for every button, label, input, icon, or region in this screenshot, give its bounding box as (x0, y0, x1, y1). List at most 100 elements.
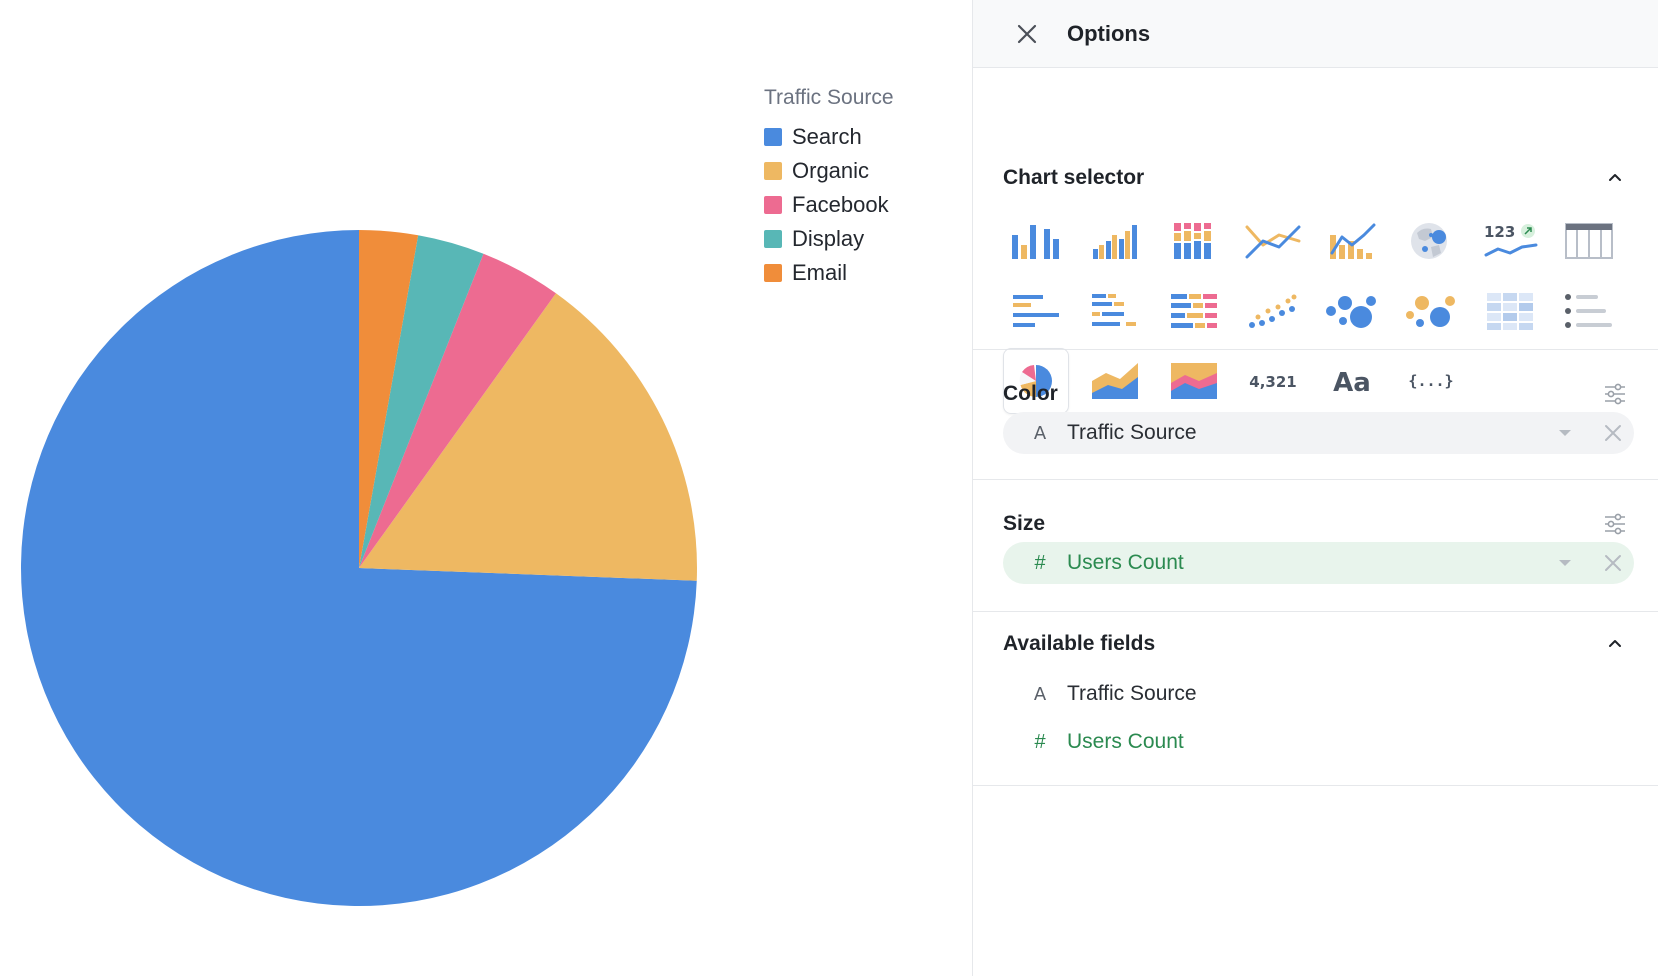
pie-slice-email[interactable] (359, 230, 419, 568)
color-section: Color A Traffic Source (973, 350, 1658, 480)
chart-type-area[interactable] (1082, 348, 1148, 414)
available-field-traffic-source[interactable]: A Traffic Source (1029, 678, 1197, 710)
size-section: Size # Users Count (973, 480, 1658, 612)
chart-type-table[interactable] (1556, 208, 1622, 274)
svg-text:Aa: Aa (1333, 368, 1371, 398)
color-field-dropdown[interactable] (1552, 428, 1578, 438)
color-field-pill[interactable]: A Traffic Source (1003, 412, 1634, 454)
chart-type-list[interactable] (1556, 278, 1622, 344)
chart-type-json[interactable]: {...} (1398, 348, 1464, 414)
combo-chart-icon (1330, 223, 1376, 259)
available-field-label: Users Count (1067, 730, 1184, 753)
available-fields-section: Available fields A Traffic Source # User… (973, 612, 1658, 786)
pie-slice-organic[interactable] (359, 293, 697, 581)
legend-swatch (764, 196, 782, 214)
list-icon (1565, 294, 1612, 328)
chart-type-pie[interactable] (1003, 348, 1069, 414)
color-title: Color (1003, 382, 1058, 405)
legend-title: Traffic Source (764, 86, 894, 109)
table-icon (1565, 223, 1613, 259)
panel-header: Options (973, 0, 1658, 68)
multi-bubble-chart-icon (1406, 296, 1455, 327)
available-field-users-count[interactable]: # Users Count (1029, 726, 1184, 758)
chart-type-stacked-bar[interactable] (1161, 208, 1227, 274)
text-type-icon: A (1033, 422, 1047, 444)
available-fields-title: Available fields (1003, 632, 1156, 655)
chevron-up-icon (1609, 640, 1621, 647)
map-chart-icon (1411, 223, 1447, 259)
chart-type-heatmap[interactable] (1477, 278, 1543, 344)
caret-down-icon (1559, 560, 1571, 566)
color-settings-button[interactable] (1602, 381, 1628, 407)
trend-number-icon: 123 (1484, 223, 1538, 257)
color-field-label: Traffic Source (1067, 421, 1197, 444)
size-field-pill[interactable]: # Users Count (1003, 542, 1634, 584)
chart-type-grouped-horizontal-bar[interactable] (1082, 278, 1148, 344)
chevron-up-icon (1609, 174, 1621, 181)
pie-slice-search[interactable] (21, 230, 697, 907)
heatmap-icon (1487, 293, 1533, 330)
svg-text:{...}: {...} (1408, 372, 1453, 390)
legend-item: Email (764, 256, 894, 290)
chart-type-grouped-bar[interactable] (1082, 208, 1148, 274)
chart-type-trend-number[interactable]: 123 (1477, 208, 1543, 274)
chart-type-scatter[interactable] (1240, 278, 1306, 344)
grouped-bar-chart-icon (1093, 225, 1137, 259)
sliders-icon (1605, 383, 1625, 405)
chart-type-combo[interactable] (1319, 208, 1385, 274)
number-icon: 4,321 (1249, 373, 1296, 391)
legend-item: Organic (764, 154, 894, 188)
pie-slice-facebook[interactable] (359, 253, 556, 569)
size-title: Size (1003, 512, 1046, 535)
text-type-icon: A (1033, 683, 1047, 705)
close-button[interactable] (1013, 20, 1041, 48)
number-type-icon: # (1034, 730, 1046, 753)
chart-type-bubble[interactable] (1319, 278, 1385, 344)
remove-icon (1605, 555, 1621, 571)
color-field-remove-button[interactable] (1600, 424, 1626, 442)
legend-swatch (764, 264, 782, 282)
scatter-chart-icon (1249, 294, 1297, 328)
chart-type-stacked-area[interactable] (1161, 348, 1227, 414)
stacked-area-chart-icon (1171, 363, 1217, 399)
legend-label: Email (792, 260, 848, 285)
legend-item: Display (764, 222, 894, 256)
grouped-horizontal-bar-chart-icon (1092, 294, 1136, 326)
chart-type-bar[interactable] (1003, 208, 1069, 274)
chart-type-horizontal-bar[interactable] (1003, 278, 1069, 344)
bar-chart-icon (1012, 225, 1059, 259)
line-chart-icon (1245, 225, 1301, 259)
size-field-remove-button[interactable] (1600, 554, 1626, 572)
chart-area: Traffic Source Search Organic Facebook Disp… (21, 84, 894, 907)
remove-icon (1605, 425, 1621, 441)
json-icon: {...} (1408, 372, 1453, 390)
chart-type-multi-bubble[interactable] (1398, 278, 1464, 344)
pie-slice-display[interactable] (359, 235, 484, 568)
chart-type-number[interactable]: 4,321 (1240, 348, 1306, 414)
svg-text:4,321: 4,321 (1249, 373, 1296, 391)
available-field-label: Traffic Source (1067, 682, 1197, 705)
number-type-icon: # (1034, 551, 1046, 574)
collapse-chart-selector-button[interactable] (1602, 165, 1628, 191)
chart-type-line[interactable] (1240, 208, 1306, 274)
chart-selector-title: Chart selector (1003, 166, 1145, 189)
sliders-icon (1605, 513, 1625, 535)
legend: Traffic Source Search Organic Facebook Disp… (764, 84, 894, 290)
collapse-available-fields-button[interactable] (1602, 631, 1628, 657)
stacked-bar-chart-icon (1174, 223, 1211, 259)
legend-item: Search (764, 120, 894, 154)
chart-selector-section: Chart selector (973, 68, 1658, 414)
legend-label: Facebook (792, 192, 889, 217)
size-settings-button[interactable] (1602, 511, 1628, 537)
pie-chart-icon (1019, 365, 1052, 397)
stacked-horizontal-bar-chart-icon (1171, 294, 1217, 328)
text-icon: Aa (1333, 368, 1371, 398)
chart-type-text[interactable]: Aa (1319, 348, 1385, 414)
chart-type-stacked-horizontal-bar[interactable] (1161, 278, 1227, 344)
chart-type-map[interactable] (1398, 208, 1464, 274)
pie-chart (21, 230, 697, 907)
panel-title: Options (1067, 20, 1151, 46)
size-field-dropdown[interactable] (1552, 558, 1578, 568)
legend-swatch (764, 230, 782, 248)
legend-label: Search (792, 124, 862, 149)
